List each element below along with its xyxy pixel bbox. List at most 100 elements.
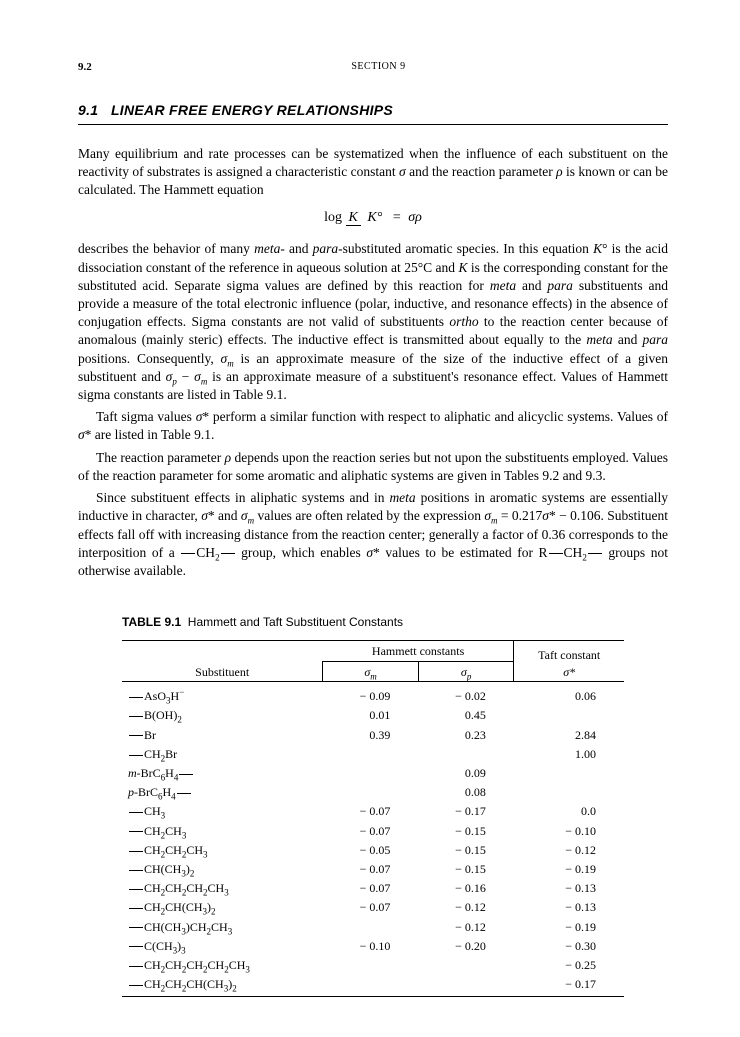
cell-sigma-star: − 0.30 xyxy=(514,936,624,955)
heading-title: LINEAR FREE ENERGY RELATIONSHIPS xyxy=(111,102,393,118)
cell-sigma-star: 2.84 xyxy=(514,725,624,744)
cell-sigma-m xyxy=(323,917,419,936)
cell-sigma-m: − 0.07 xyxy=(323,898,419,917)
table-9-1: TABLE 9.1 Hammett and Taft Substituent C… xyxy=(78,614,668,997)
table-row: CH(CH3)2− 0.07− 0.15− 0.19 xyxy=(122,859,624,878)
cell-sigma-p: − 0.12 xyxy=(418,917,514,936)
cell-sigma-p: − 0.02 xyxy=(418,682,514,706)
cell-sigma-p: 0.45 xyxy=(418,706,514,725)
paragraph-3: Taft sigma values σ* perform a similar f… xyxy=(78,408,668,444)
cell-sigma-star xyxy=(514,783,624,802)
cell-sigma-m: − 0.09 xyxy=(323,682,419,706)
cell-sigma-m: − 0.07 xyxy=(323,879,419,898)
table-row: m-BrC6H4 0.09 xyxy=(122,764,624,783)
table-row: CH2CH2CH3− 0.05− 0.15− 0.12 xyxy=(122,840,624,859)
section-label: SECTION 9 xyxy=(351,60,405,75)
substituent-constants-table: Substituent Hammett constants Taft const… xyxy=(122,640,624,997)
cell-sigma-star: − 0.17 xyxy=(514,975,624,997)
table-row: CH(CH3)CH2CH3 − 0.12− 0.19 xyxy=(122,917,624,936)
cell-substituent: B(OH)2 xyxy=(122,706,323,725)
cell-sigma-p: − 0.12 xyxy=(418,898,514,917)
cell-sigma-p xyxy=(418,975,514,997)
cell-substituent: CH2CH3 xyxy=(122,821,323,840)
cell-substituent: CH2CH2CH2CH3 xyxy=(122,879,323,898)
table-row: CH2CH(CH3)2− 0.07− 0.12− 0.13 xyxy=(122,898,624,917)
cell-sigma-star: − 0.19 xyxy=(514,917,624,936)
table-row: p-BrC6H4 0.08 xyxy=(122,783,624,802)
table-row: CH2CH2CH2CH3− 0.07− 0.16− 0.13 xyxy=(122,879,624,898)
cell-sigma-p: − 0.15 xyxy=(418,821,514,840)
cell-sigma-star: 1.00 xyxy=(514,744,624,763)
cell-sigma-m xyxy=(323,975,419,997)
cell-substituent: CH2CH2CH2CH2CH3 xyxy=(122,955,323,974)
cell-sigma-p: 0.08 xyxy=(418,783,514,802)
cell-substituent: Br xyxy=(122,725,323,744)
cell-substituent: CH2CH2CH3 xyxy=(122,840,323,859)
cell-sigma-m xyxy=(323,764,419,783)
cell-sigma-p: − 0.16 xyxy=(418,879,514,898)
col-substituent: Substituent xyxy=(122,641,323,682)
cell-sigma-star: − 0.19 xyxy=(514,859,624,878)
cell-sigma-star xyxy=(514,706,624,725)
cell-sigma-p: − 0.15 xyxy=(418,859,514,878)
cell-substituent: C(CH3)3 xyxy=(122,936,323,955)
cell-sigma-p: 0.23 xyxy=(418,725,514,744)
table-row: B(OH)20.010.45 xyxy=(122,706,624,725)
col-sigma-p: σp xyxy=(418,662,514,682)
paragraph-2: describes the behavior of many meta- and… xyxy=(78,240,668,404)
cell-sigma-m: − 0.07 xyxy=(323,821,419,840)
cell-substituent: CH2CH2CH(CH3)2 xyxy=(122,975,323,997)
table-row: C(CH3)3− 0.10− 0.20− 0.30 xyxy=(122,936,624,955)
paragraph-1: Many equilibrium and rate processes can … xyxy=(78,145,668,200)
cell-sigma-m xyxy=(323,955,419,974)
col-group-hammett: Hammett constants xyxy=(323,641,514,662)
cell-substituent: CH2Br xyxy=(122,744,323,763)
cell-sigma-m: − 0.07 xyxy=(323,802,419,821)
table-row: CH2Br 1.00 xyxy=(122,744,624,763)
cell-sigma-m: − 0.10 xyxy=(323,936,419,955)
cell-sigma-m xyxy=(323,744,419,763)
section-heading: 9.1 LINEAR FREE ENERGY RELATIONSHIPS xyxy=(78,101,668,125)
cell-sigma-m: − 0.07 xyxy=(323,859,419,878)
cell-sigma-p xyxy=(418,955,514,974)
cell-sigma-star: − 0.25 xyxy=(514,955,624,974)
table-row: Br0.390.232.84 xyxy=(122,725,624,744)
cell-substituent: CH3 xyxy=(122,802,323,821)
cell-sigma-m xyxy=(323,783,419,802)
cell-sigma-star: 0.06 xyxy=(514,682,624,706)
cell-sigma-m: 0.01 xyxy=(323,706,419,725)
cell-substituent: CH(CH3)2 xyxy=(122,859,323,878)
page-header: 9.2 SECTION 9 . xyxy=(78,60,668,75)
cell-sigma-p xyxy=(418,744,514,763)
cell-sigma-star: − 0.13 xyxy=(514,879,624,898)
cell-sigma-p: − 0.17 xyxy=(418,802,514,821)
cell-substituent: AsO3H− xyxy=(122,682,323,706)
cell-substituent: p-BrC6H4 xyxy=(122,783,323,802)
table-row: CH2CH2CH(CH3)2 − 0.17 xyxy=(122,975,624,997)
cell-substituent: m-BrC6H4 xyxy=(122,764,323,783)
cell-sigma-p: 0.09 xyxy=(418,764,514,783)
cell-substituent: CH(CH3)CH2CH3 xyxy=(122,917,323,936)
hammett-equation: log K K° = σρ xyxy=(78,209,668,228)
table-row: CH2CH2CH2CH2CH3 − 0.25 xyxy=(122,955,624,974)
page-number: 9.2 xyxy=(78,60,92,75)
col-group-taft: Taft constantσ* xyxy=(514,641,624,682)
cell-sigma-p: − 0.15 xyxy=(418,840,514,859)
col-sigma-m: σm xyxy=(323,662,419,682)
paragraph-5: Since substituent effects in aliphatic s… xyxy=(78,489,668,580)
cell-sigma-m: 0.39 xyxy=(323,725,419,744)
paragraph-4: The reaction parameter ρ depends upon th… xyxy=(78,449,668,485)
table-caption: TABLE 9.1 Hammett and Taft Substituent C… xyxy=(122,614,624,630)
table-row: CH2CH3− 0.07− 0.15− 0.10 xyxy=(122,821,624,840)
cell-sigma-p: − 0.20 xyxy=(418,936,514,955)
cell-sigma-star: 0.0 xyxy=(514,802,624,821)
cell-sigma-star xyxy=(514,764,624,783)
cell-sigma-star: − 0.13 xyxy=(514,898,624,917)
cell-substituent: CH2CH(CH3)2 xyxy=(122,898,323,917)
cell-sigma-star: − 0.12 xyxy=(514,840,624,859)
cell-sigma-m: − 0.05 xyxy=(323,840,419,859)
table-row: AsO3H−− 0.09− 0.020.06 xyxy=(122,682,624,706)
cell-sigma-star: − 0.10 xyxy=(514,821,624,840)
table-row: CH3− 0.07− 0.170.0 xyxy=(122,802,624,821)
heading-number: 9.1 xyxy=(78,102,98,118)
